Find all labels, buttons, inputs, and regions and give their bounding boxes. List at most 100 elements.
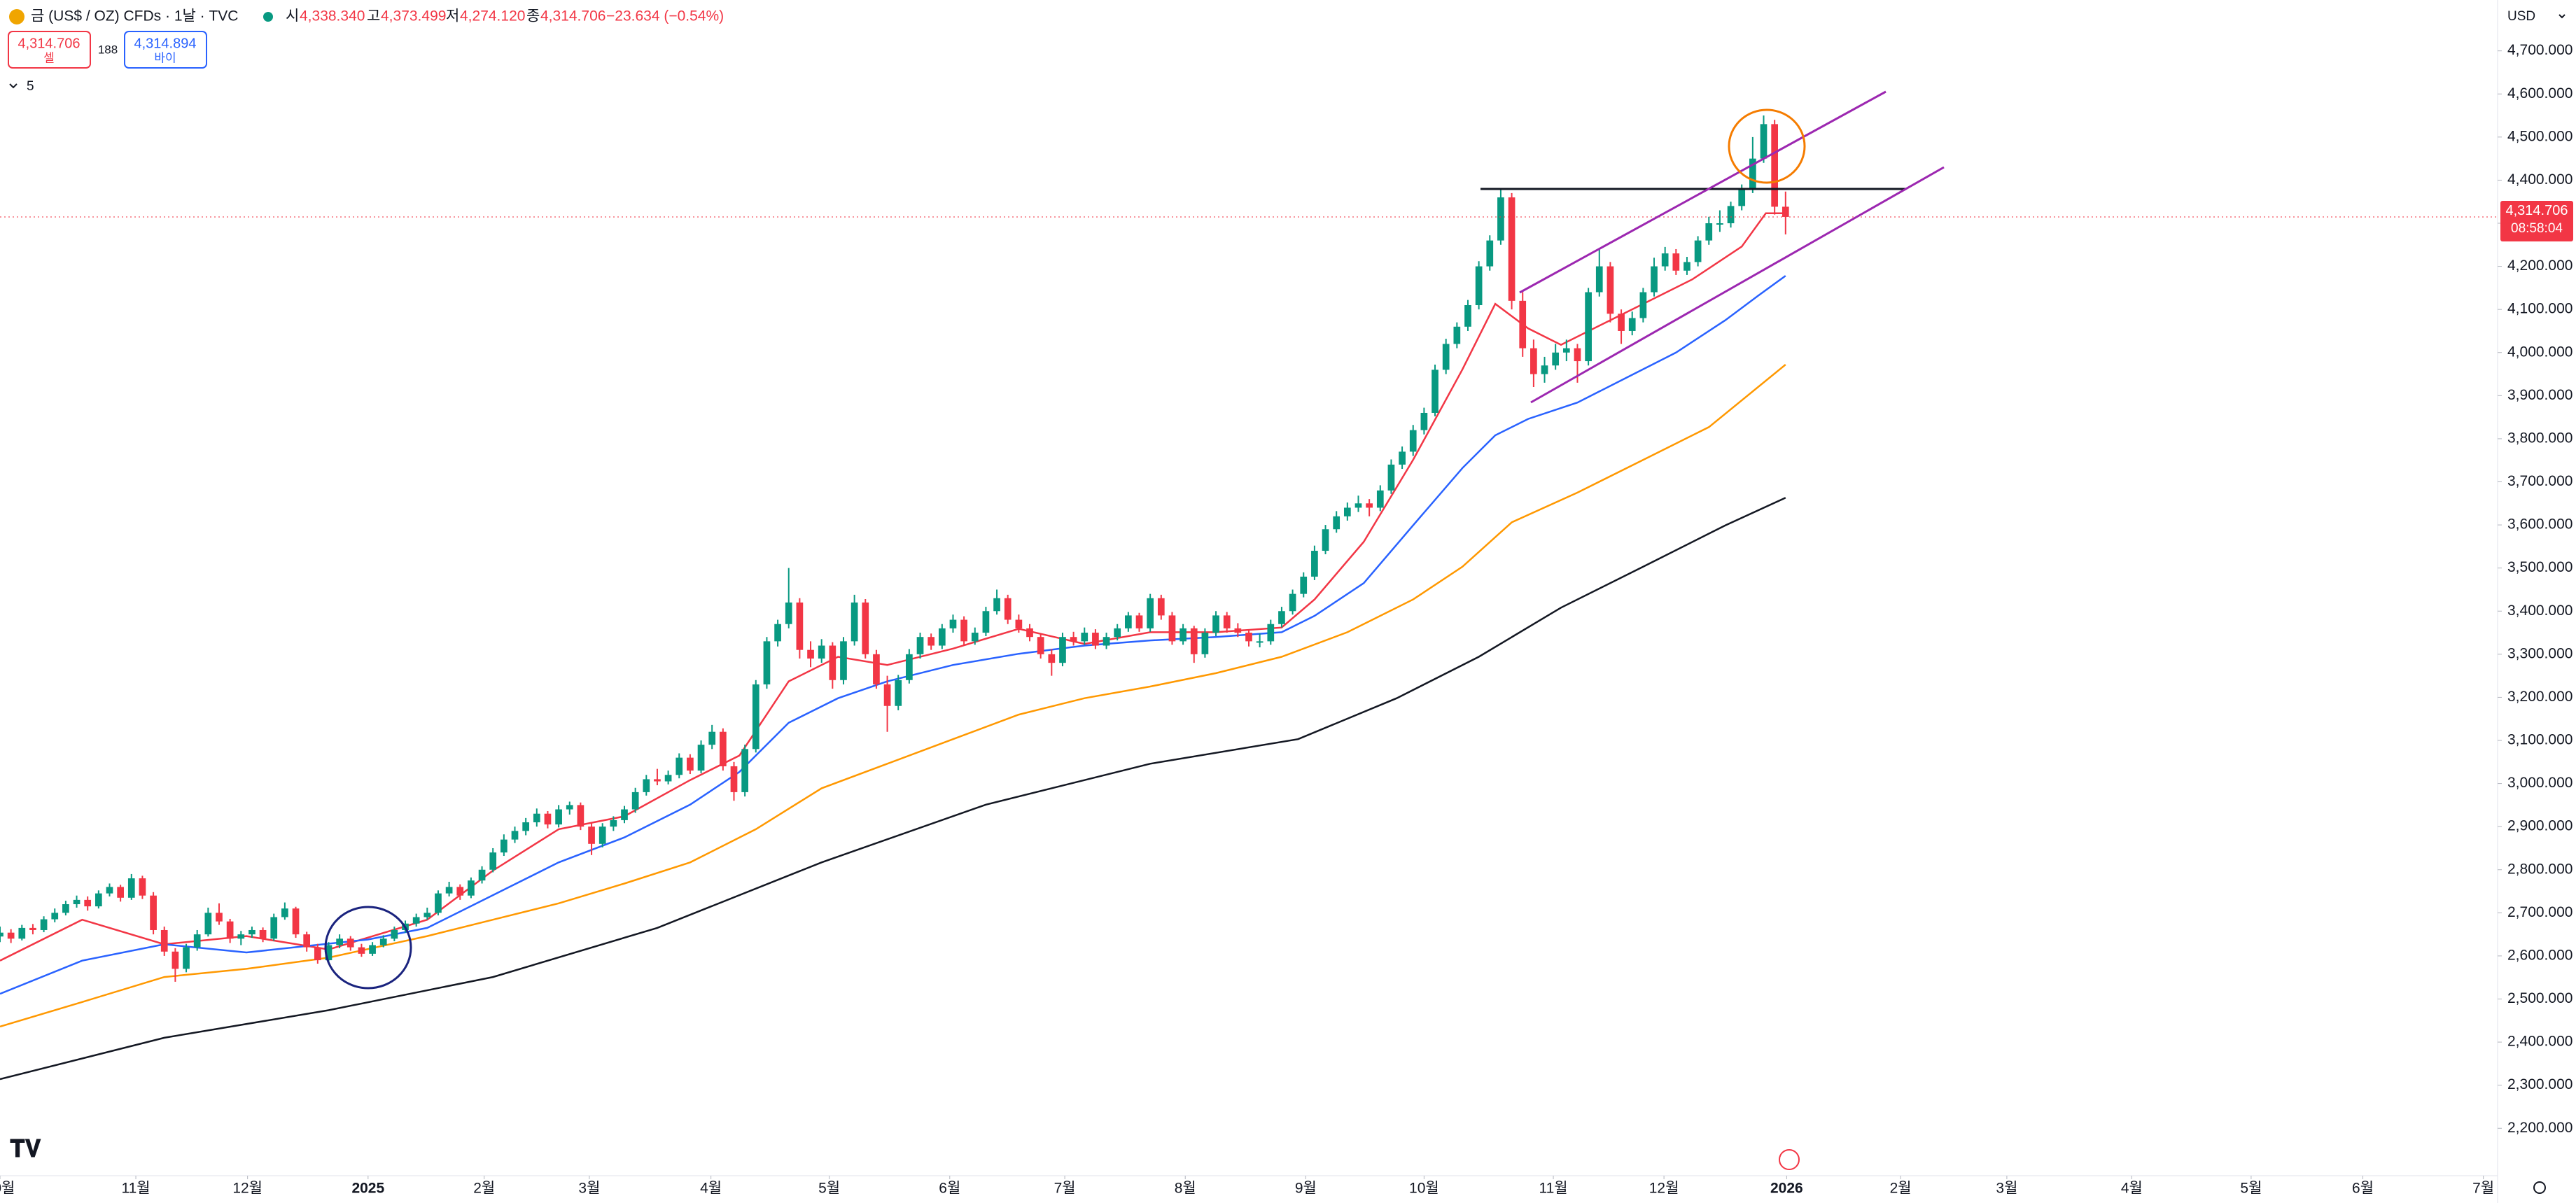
candle-body <box>1234 628 1242 633</box>
candle-body <box>314 947 321 961</box>
candle-body <box>566 805 573 810</box>
candle-body <box>1147 598 1154 628</box>
candle-body <box>303 934 311 948</box>
candle-body <box>1168 615 1176 642</box>
x-tick-label: 11월 <box>121 1181 150 1197</box>
drawings <box>324 90 1945 990</box>
candle-body <box>0 932 4 937</box>
currency-chevron[interactable] <box>2558 14 2566 19</box>
candle-body <box>1694 240 1702 262</box>
candle-body <box>7 932 15 939</box>
candle-body <box>270 917 278 939</box>
candle-body <box>1114 628 1121 638</box>
candle-body <box>336 938 343 945</box>
candle-body <box>883 684 891 706</box>
y-tick-label: 3,800.000 <box>2507 430 2572 446</box>
symbol-title[interactable]: 금 (US$ / OZ) CFDs · 1날 · TVC <box>31 8 238 24</box>
candle-body <box>1256 641 1264 643</box>
candle-body <box>379 938 387 945</box>
currency[interactable]: USD <box>2507 9 2535 24</box>
candle-body <box>1771 124 1779 207</box>
market-status <box>263 12 273 22</box>
y-tick-label: 4,200.000 <box>2507 258 2572 274</box>
candle-body <box>1387 464 1395 491</box>
x-tick-label: 5월 <box>2240 1181 2262 1197</box>
candle-body <box>183 947 190 969</box>
candle-body <box>862 602 869 654</box>
x-tick-label: 7월 <box>2472 1181 2494 1197</box>
candle-body <box>1311 551 1318 577</box>
candle-body <box>1552 352 1560 366</box>
collapse-icon[interactable] <box>9 83 18 89</box>
x-tick-label: 3월 <box>578 1181 600 1197</box>
candle-body <box>1705 223 1713 241</box>
candle-body <box>1015 619 1023 628</box>
sell-price: 4,314.706 <box>18 36 80 51</box>
candle-body <box>18 927 26 939</box>
candle-body <box>1322 529 1329 551</box>
candle-body <box>1201 633 1209 654</box>
candle-body <box>544 813 552 825</box>
candle-body <box>850 602 858 642</box>
y-tick-label: 2,600.000 <box>2507 947 2572 963</box>
candle-body <box>1376 490 1384 508</box>
candle-body <box>106 887 113 894</box>
candle-body <box>796 602 804 650</box>
candle-body <box>489 852 497 870</box>
candle-body <box>1661 253 1669 267</box>
candle-body <box>1070 637 1077 642</box>
candle-body <box>237 934 245 939</box>
candle-body <box>664 775 672 782</box>
candle-body <box>971 633 979 642</box>
candle-body <box>346 938 354 948</box>
y-tick-label: 3,400.000 <box>2507 603 2572 619</box>
candle-body <box>1475 266 1483 306</box>
x-tick-label: 8월 <box>1175 1181 1196 1197</box>
candle-body <box>1180 628 1186 642</box>
candle-body <box>752 684 760 750</box>
y-tick-label: 2,700.000 <box>2507 904 2572 920</box>
candle-body <box>127 878 135 898</box>
y-tick-label: 4,600.000 <box>2507 85 2572 101</box>
x-tick-label: 6월 <box>939 1181 960 1197</box>
y-tick-label: 2,200.000 <box>2507 1120 2572 1136</box>
candle-body <box>829 645 836 680</box>
candle-body <box>1157 598 1165 616</box>
y-tick-label: 4,100.000 <box>2507 301 2572 317</box>
candle-body <box>1026 628 1033 638</box>
settings-icon[interactable] <box>2533 1181 2546 1194</box>
sell-button[interactable] <box>8 31 91 69</box>
buy-label: 바이 <box>154 51 176 64</box>
candle-body <box>895 680 902 706</box>
price-label-box <box>2500 200 2573 241</box>
candle-body <box>1497 197 1504 241</box>
candle-body <box>1267 624 1275 642</box>
candle-body <box>259 929 267 939</box>
x-tick-label: 12월 <box>232 1181 262 1197</box>
change: −23.634 (−0.54%) <box>606 8 724 24</box>
candle-body <box>1399 451 1406 465</box>
x-tick-label: 7월 <box>1054 1181 1076 1197</box>
candle-body <box>51 913 59 920</box>
candle-body <box>40 919 48 930</box>
candle-body <box>160 929 168 952</box>
ohlc-value: 4,314.706 <box>540 8 606 24</box>
buy-button[interactable] <box>124 31 207 69</box>
candle-body <box>1530 348 1537 374</box>
candle-body <box>1212 615 1219 633</box>
candle-body <box>1081 633 1088 642</box>
symbol-icon <box>9 9 24 24</box>
candle-body <box>29 927 36 930</box>
circle-highlight <box>1728 108 1806 184</box>
indicator-count[interactable]: 5 <box>27 79 34 94</box>
candle-body <box>719 731 727 766</box>
event-icon[interactable] <box>1779 1149 1800 1170</box>
candle-body <box>741 749 748 792</box>
candle-body <box>1606 266 1614 314</box>
buy-price: 4,314.894 <box>134 36 197 51</box>
candle-body <box>785 602 792 624</box>
candle-body <box>172 951 179 969</box>
x-tick-label: 4월 <box>700 1181 722 1197</box>
